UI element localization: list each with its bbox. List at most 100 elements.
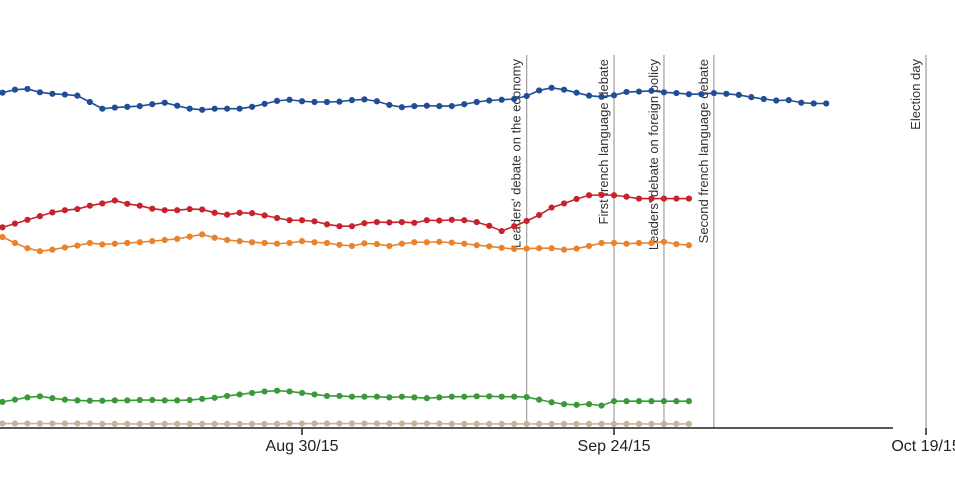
data-point[interactable]	[24, 245, 31, 252]
data-point[interactable]	[24, 85, 31, 93]
data-point[interactable]	[486, 420, 493, 427]
data-point[interactable]	[573, 195, 580, 203]
data-point[interactable]	[0, 224, 6, 231]
data-point[interactable]	[11, 420, 19, 427]
data-point[interactable]	[11, 86, 19, 93]
data-point[interactable]	[398, 420, 405, 427]
data-point[interactable]	[348, 223, 356, 230]
data-point[interactable]	[311, 98, 318, 106]
data-point[interactable]	[561, 401, 568, 408]
data-point[interactable]	[536, 211, 543, 219]
data-point[interactable]	[248, 210, 256, 217]
data-point[interactable]	[660, 89, 668, 96]
data-point[interactable]	[373, 420, 380, 427]
data-point[interactable]	[760, 95, 767, 103]
data-point[interactable]	[523, 393, 530, 401]
data-point[interactable]	[486, 97, 493, 104]
data-point[interactable]	[511, 95, 518, 103]
data-point[interactable]	[124, 103, 131, 110]
data-point[interactable]	[36, 393, 44, 400]
data-point[interactable]	[136, 103, 143, 110]
data-point[interactable]	[723, 90, 730, 97]
data-point[interactable]	[635, 239, 643, 247]
data-point[interactable]	[348, 97, 356, 104]
data-point[interactable]	[573, 245, 580, 252]
data-point[interactable]	[124, 420, 131, 427]
data-point[interactable]	[261, 100, 268, 107]
data-point[interactable]	[199, 206, 206, 213]
data-point[interactable]	[99, 241, 106, 248]
data-point[interactable]	[211, 420, 218, 427]
data-point[interactable]	[161, 207, 168, 214]
data-point[interactable]	[598, 420, 605, 427]
data-point[interactable]	[323, 221, 331, 228]
data-point[interactable]	[461, 393, 468, 400]
data-point[interactable]	[336, 223, 343, 230]
data-point[interactable]	[498, 393, 505, 400]
data-point[interactable]	[461, 240, 468, 247]
data-point[interactable]	[36, 248, 44, 255]
data-point[interactable]	[248, 420, 256, 427]
data-point[interactable]	[36, 213, 44, 220]
data-point[interactable]	[373, 219, 380, 226]
data-point[interactable]	[74, 397, 81, 404]
data-point[interactable]	[49, 420, 56, 427]
data-point[interactable]	[398, 393, 405, 400]
data-point[interactable]	[598, 93, 605, 100]
data-point[interactable]	[685, 420, 693, 427]
data-point[interactable]	[585, 92, 593, 99]
data-point[interactable]	[648, 398, 655, 405]
data-point[interactable]	[436, 217, 443, 224]
data-point[interactable]	[49, 246, 56, 253]
data-point[interactable]	[361, 420, 368, 427]
data-point[interactable]	[86, 397, 93, 404]
data-point[interactable]	[74, 420, 81, 427]
data-point[interactable]	[585, 401, 593, 408]
data-point[interactable]	[248, 389, 256, 397]
data-point[interactable]	[673, 420, 680, 427]
data-point[interactable]	[99, 105, 106, 112]
data-point[interactable]	[211, 234, 218, 241]
data-point[interactable]	[610, 420, 618, 427]
data-point[interactable]	[411, 103, 418, 110]
data-point[interactable]	[436, 420, 443, 427]
data-point[interactable]	[286, 420, 293, 427]
data-point[interactable]	[61, 207, 68, 214]
data-point[interactable]	[498, 420, 505, 427]
data-point[interactable]	[411, 420, 418, 427]
data-point[interactable]	[598, 239, 605, 247]
data-point[interactable]	[573, 401, 580, 408]
data-point[interactable]	[161, 99, 168, 106]
data-point[interactable]	[710, 89, 717, 97]
data-point[interactable]	[298, 98, 306, 105]
data-point[interactable]	[536, 245, 543, 252]
data-point[interactable]	[561, 86, 568, 93]
data-point[interactable]	[311, 391, 318, 398]
data-point[interactable]	[311, 239, 318, 246]
data-point[interactable]	[211, 394, 218, 401]
data-point[interactable]	[373, 393, 380, 400]
data-point[interactable]	[149, 420, 156, 427]
data-point[interactable]	[486, 243, 493, 250]
data-point[interactable]	[0, 398, 6, 405]
data-point[interactable]	[298, 238, 306, 245]
data-point[interactable]	[311, 420, 318, 427]
data-point[interactable]	[386, 394, 393, 401]
data-point[interactable]	[473, 98, 480, 106]
data-point[interactable]	[561, 420, 568, 427]
data-point[interactable]	[224, 211, 231, 218]
data-point[interactable]	[423, 217, 430, 224]
data-point[interactable]	[186, 420, 193, 427]
data-point[interactable]	[436, 394, 443, 401]
data-point[interactable]	[224, 236, 231, 244]
data-point[interactable]	[536, 420, 543, 427]
data-point[interactable]	[536, 87, 543, 94]
data-point[interactable]	[74, 92, 81, 99]
data-point[interactable]	[548, 84, 555, 91]
data-point[interactable]	[698, 91, 705, 98]
data-point[interactable]	[74, 242, 81, 249]
data-point[interactable]	[36, 89, 44, 96]
data-point[interactable]	[36, 420, 44, 427]
data-point[interactable]	[236, 420, 243, 427]
data-point[interactable]	[199, 420, 206, 427]
